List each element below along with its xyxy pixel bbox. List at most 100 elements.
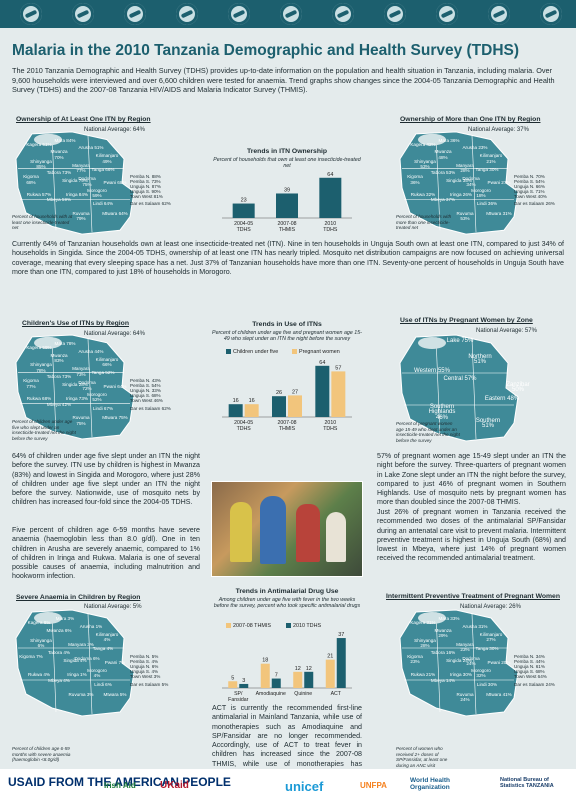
tick-label: Amodiaquine xyxy=(256,691,286,697)
chart-bar xyxy=(288,395,302,417)
region-label: Arusha 31% xyxy=(462,624,488,629)
island-label: Pemba N. 34% xyxy=(514,654,545,659)
region-label: Rukwa 57% xyxy=(26,191,52,197)
island-label: Pemba S. 73% xyxy=(130,179,161,185)
region-label: Kagera 51% xyxy=(26,141,52,147)
region-label: Arusha 23% xyxy=(462,145,488,151)
region-label: Lindi 36% xyxy=(476,201,498,207)
region-label: Dodoma 75% xyxy=(78,176,96,187)
logo-ukaid: UKaid xyxy=(160,780,189,791)
tick-label: TDHS xyxy=(237,426,252,432)
region-label: Dodoma 24% xyxy=(462,656,480,667)
data-label: 3 xyxy=(242,678,245,684)
data-label: 23 xyxy=(241,198,247,204)
data-label: 5 xyxy=(231,675,234,681)
region-label: Manyara 3% xyxy=(68,642,94,647)
island-label: Pemba S. 54% xyxy=(514,179,545,185)
region-label: Arusha 44% xyxy=(78,348,104,354)
region-label: Kigoma 7% xyxy=(19,654,43,659)
national-average: National Average: 57% xyxy=(476,328,537,334)
region-label: Lindi 64% xyxy=(92,201,114,207)
legend-entry: Children under five xyxy=(233,349,278,355)
island-label: Pemba S. 4% xyxy=(130,659,159,664)
map-pregnant-itn: Lake 75% Northern 51% Western 55% Central 5… xyxy=(396,333,566,443)
region-label: Mbeya 37% xyxy=(430,197,456,203)
legend-entry: Pregnant women xyxy=(299,349,340,355)
region-label: Pwani 20% xyxy=(487,660,511,665)
map-note: Percent of women who received 2+ doses o… xyxy=(396,746,448,768)
island-label: Unguja S. 90% xyxy=(130,188,161,194)
tick-label: TDHS xyxy=(323,426,338,432)
mosquito-icon xyxy=(488,3,510,25)
region-label: Tabora 53% xyxy=(430,170,456,176)
region-label: Mtwara 41% xyxy=(486,692,512,697)
map-note: Percent of children age 6-59 months with… xyxy=(12,746,71,763)
region-label: Mara 84% xyxy=(54,137,76,143)
island-label: Unguja N. 66% xyxy=(514,183,545,189)
region-label: Shinyanga 6% xyxy=(30,638,52,649)
region-label: Tanga 52% xyxy=(91,370,115,376)
section-title-children-itn: Children's Use of ITNs by Region xyxy=(22,320,129,327)
legend-entry: 2007-08 THMIS xyxy=(233,623,271,629)
region-label: Manyara 23% xyxy=(456,642,474,653)
chart-title: Trends in Use of ITNs xyxy=(252,321,322,328)
region-label: Manyara 77% xyxy=(72,162,90,174)
island-label: Unguja N. 6% xyxy=(130,664,159,669)
paragraph-sp: Just 26% of pregnant women in Tanzania r… xyxy=(377,508,566,563)
mosquito-icon xyxy=(332,3,354,25)
chart-bar xyxy=(325,659,335,688)
region-label: Dodoma 72% xyxy=(78,380,96,391)
region-label: Central 57% xyxy=(443,376,477,382)
region-label: Kilimanjaro 66% xyxy=(95,356,119,367)
island-label: Town West 81% xyxy=(130,193,163,199)
region-label: Kagera 8% xyxy=(27,620,51,625)
island-label: Town West 64% xyxy=(514,674,547,679)
island-label: Dar es Salaam 62% xyxy=(130,201,171,207)
island-label: Dar es Salaam 62% xyxy=(130,405,171,411)
region-label: Mtwara 64% xyxy=(102,210,128,216)
region-label: Zanzibar 50% xyxy=(506,382,530,394)
chart-bar xyxy=(271,678,281,688)
island-label: Pemba N. 70% xyxy=(514,174,545,180)
chart-bar xyxy=(244,404,259,417)
chart-bar xyxy=(276,193,298,218)
paragraph-itn: Currently 64% of Tanzanian households ow… xyxy=(12,240,564,276)
region-label: Pwani 68% xyxy=(103,180,127,186)
region-label: Eastern 48% xyxy=(484,396,520,402)
mosquito-icon xyxy=(20,3,42,25)
island-label: Pemba N. 88% xyxy=(130,174,161,180)
tick-label: Fansidar xyxy=(228,697,248,702)
section-title-itn-more: Ownership of More than One ITN by Region xyxy=(400,116,541,123)
region-label: Kilimanjaro 21% xyxy=(479,153,503,164)
chart-bar xyxy=(272,396,286,417)
section-title-pregnant-itn: Use of ITNs by Pregnant Women by Zone xyxy=(400,317,533,324)
footer-logos: USAID FROM THE AMERICAN PEOPLE Irish Aid… xyxy=(0,769,576,804)
chart-bar xyxy=(239,683,249,688)
mosquito-icon xyxy=(72,3,94,25)
region-label: Tanga 30% xyxy=(475,646,499,651)
chart-title: Trends in Antimalarial Drug Use xyxy=(235,588,339,595)
region-label: Ruvuma 79% xyxy=(72,210,90,222)
region-label: Southern Highlands 46% xyxy=(428,404,456,421)
region-label: Kigoma 36% xyxy=(407,174,423,185)
data-label: 27 xyxy=(292,389,298,395)
region-label: Iringa 84% xyxy=(66,191,88,197)
chart-bar xyxy=(336,638,346,688)
legend-swatch xyxy=(226,623,231,628)
intro-text: The 2010 Tanzania Demographic and Health… xyxy=(12,66,555,95)
region-label: Tabora 16% xyxy=(430,650,456,655)
photo-mother-children-with-nets xyxy=(211,481,363,577)
logo-unfpa: UNFPA xyxy=(360,781,387,790)
tanzania-map-shape xyxy=(15,609,135,717)
map-itn-one: Kagera 51% Mara 84% Mwanza 70% Arusha 51% Ki… xyxy=(12,130,182,236)
section-title-anaemia: Severe Anaemia in Children by Region xyxy=(16,594,141,601)
data-label: 21 xyxy=(327,654,333,660)
header-band xyxy=(0,0,576,28)
island-label: Town West 3% xyxy=(130,674,161,679)
data-label: 18 xyxy=(262,658,268,664)
mosquito-icon xyxy=(280,3,302,25)
chart-antimalarial: 5 3 SP/Fansidar 18 7 Amodiaquine 12 12 Quinine 21… xyxy=(222,623,352,702)
tick-label: SP/ xyxy=(234,691,243,697)
